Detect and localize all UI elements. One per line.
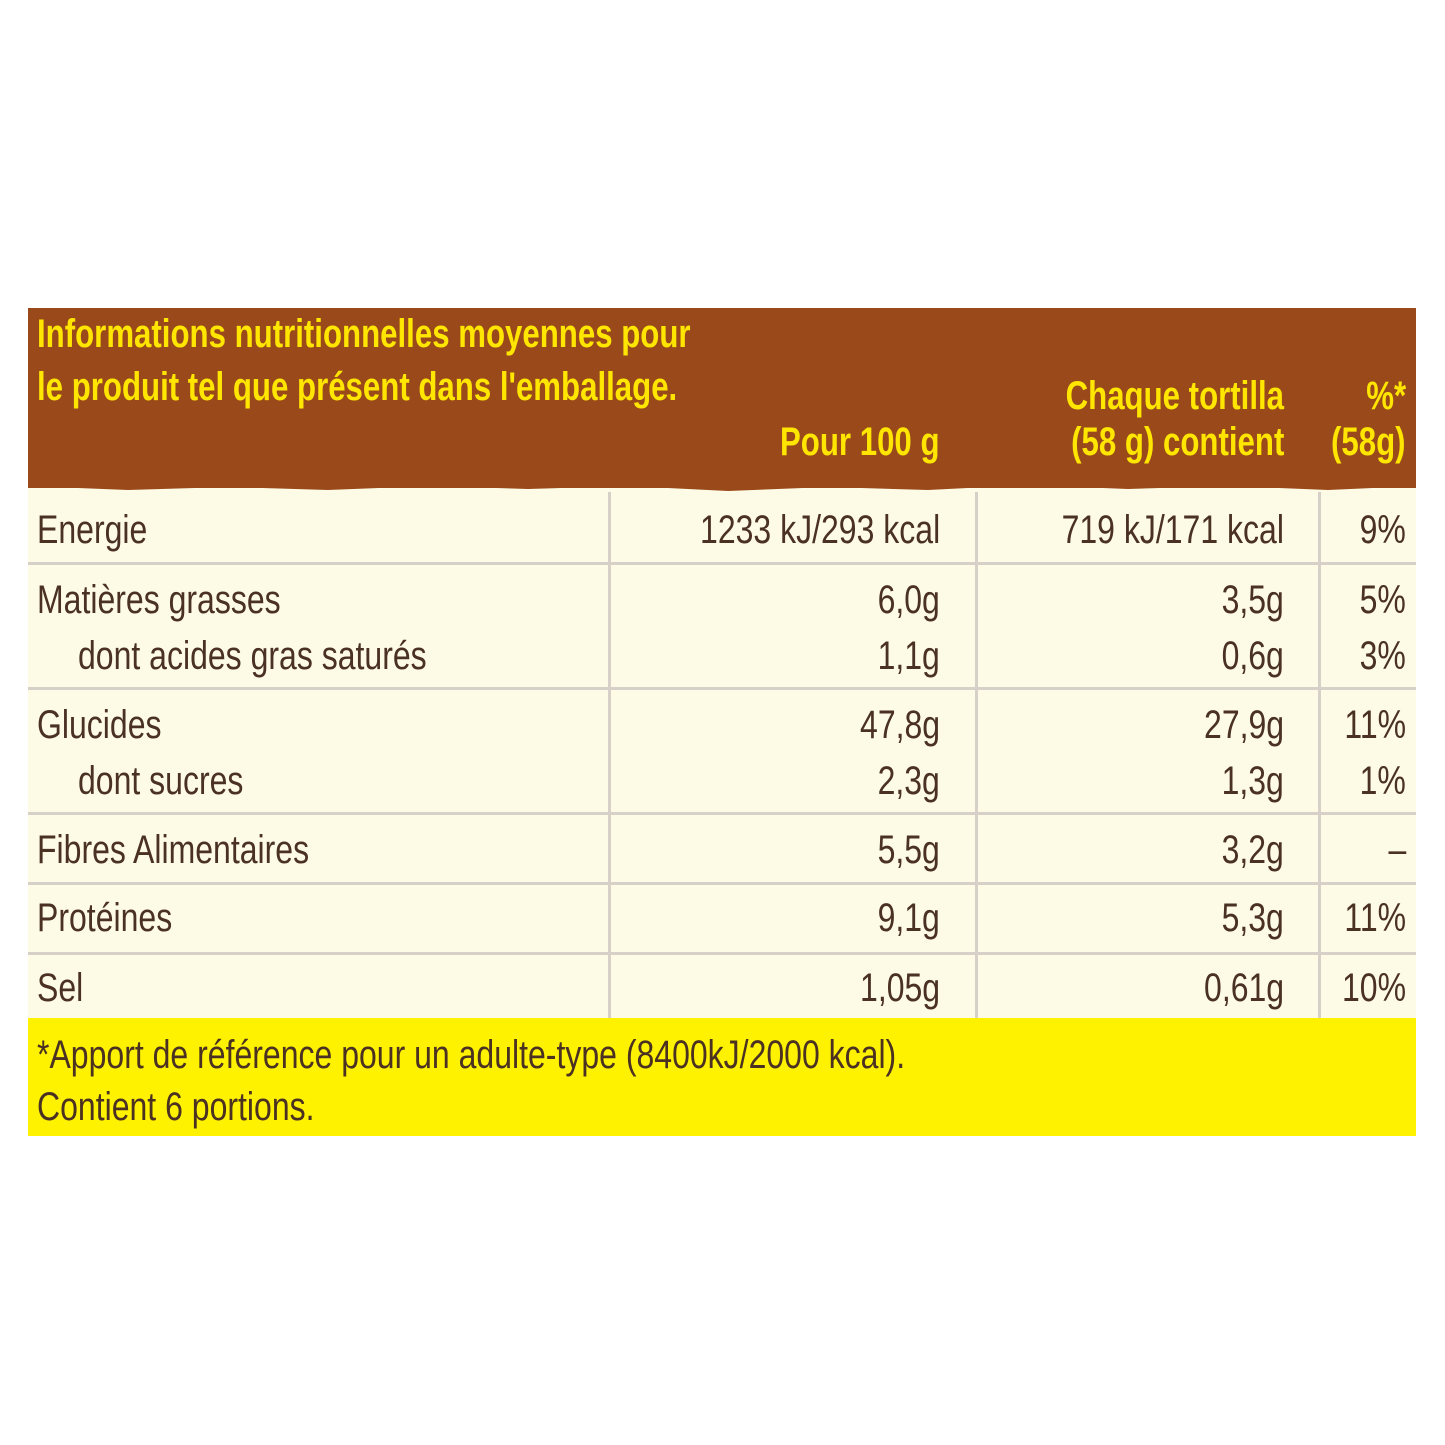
reference-intake-value: 1% xyxy=(1359,759,1406,803)
footer-portions: Contient 6 portions. xyxy=(37,1085,315,1129)
torn-edge xyxy=(28,480,1416,491)
reference-intake-value: – xyxy=(1388,828,1406,872)
portion-value: 27,9g xyxy=(1203,703,1284,747)
nutrient-label: dont acides gras saturés xyxy=(78,634,427,678)
column-divider xyxy=(608,492,611,1018)
per100-value: 9,1g xyxy=(877,896,940,940)
footer-note: *Apport de référence pour un adulte-type… xyxy=(37,1033,906,1077)
portion-value: 1,3g xyxy=(1221,759,1284,803)
header-per100: Pour 100 g xyxy=(780,420,940,464)
reference-intake-value: 3% xyxy=(1359,634,1406,678)
table-header xyxy=(28,308,1416,492)
column-divider xyxy=(975,492,978,1018)
row-divider xyxy=(28,812,1416,815)
header-portion-line2: (58 g) contient xyxy=(1070,420,1284,464)
portion-value: 0,6g xyxy=(1221,634,1284,678)
portion-value: 5,3g xyxy=(1221,896,1284,940)
nutrient-label: Protéines xyxy=(37,896,173,940)
header-title-line2: le produit tel que présent dans l'emball… xyxy=(37,365,678,409)
column-divider xyxy=(1318,492,1321,1018)
reference-intake-value: 5% xyxy=(1359,578,1406,622)
per100-value: 5,5g xyxy=(877,828,940,872)
table-footer xyxy=(28,1018,1416,1136)
nutrient-label: Fibres Alimentaires xyxy=(37,828,310,872)
per100-value: 47,8g xyxy=(859,703,940,747)
row-divider xyxy=(28,562,1416,565)
portion-value: 719 kJ/171 kcal xyxy=(1061,508,1284,552)
nutrient-label: dont sucres xyxy=(78,759,244,803)
row-divider xyxy=(28,687,1416,690)
nutrient-label: Sel xyxy=(37,966,84,1010)
portion-value: 3,2g xyxy=(1221,828,1284,872)
reference-intake-value: 9% xyxy=(1359,508,1406,552)
row-divider xyxy=(28,882,1416,885)
reference-intake-value: 10% xyxy=(1341,966,1406,1010)
nutrient-label: Matières grasses xyxy=(37,578,281,622)
row-divider xyxy=(28,952,1416,955)
per100-value: 1233 kJ/293 kcal xyxy=(699,508,940,552)
reference-intake-value: 11% xyxy=(1344,896,1406,940)
header-title-line1: Informations nutritionnelles moyennes po… xyxy=(37,312,691,356)
reference-intake-value: 11% xyxy=(1344,703,1406,747)
portion-value: 3,5g xyxy=(1221,578,1284,622)
per100-value: 2,3g xyxy=(877,759,940,803)
portion-value: 0,61g xyxy=(1203,966,1284,1010)
nutrient-label: Energie xyxy=(37,508,148,552)
header-ri-line2: (58g) xyxy=(1331,420,1406,464)
per100-value: 1,05g xyxy=(859,966,940,1010)
header-ri-line1: %* xyxy=(1366,374,1406,418)
per100-value: 6,0g xyxy=(877,578,940,622)
per100-value: 1,1g xyxy=(877,634,940,678)
nutrient-label: Glucides xyxy=(37,703,162,747)
header-portion-line1: Chaque tortilla xyxy=(1065,374,1284,418)
table-body xyxy=(28,488,1416,1018)
